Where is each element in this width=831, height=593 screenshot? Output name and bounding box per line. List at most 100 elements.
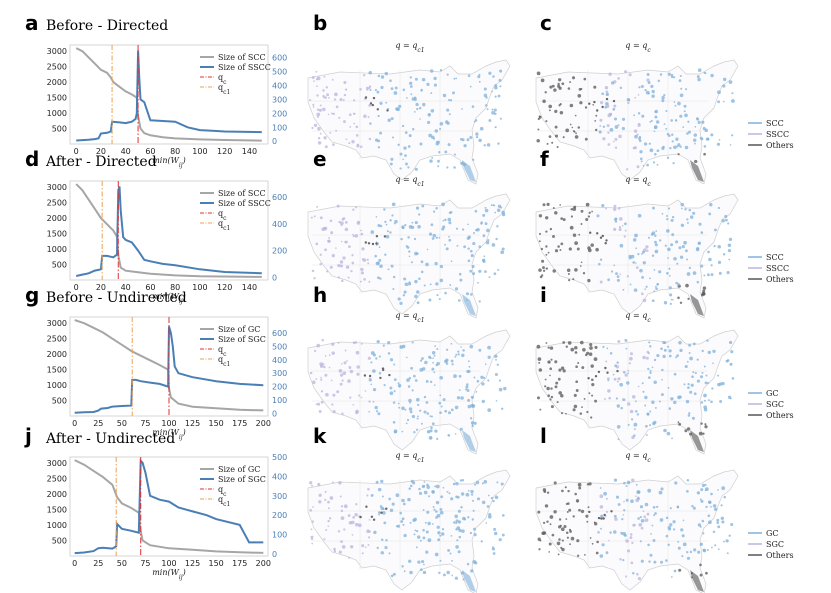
network-node xyxy=(657,79,661,83)
network-node xyxy=(382,511,386,515)
network-node xyxy=(656,283,659,286)
network-node xyxy=(666,431,671,436)
network-node xyxy=(365,86,370,90)
network-node xyxy=(646,412,650,416)
network-node xyxy=(450,408,454,412)
network-node xyxy=(689,356,693,361)
network-node xyxy=(640,157,643,161)
network-node xyxy=(471,264,475,269)
network-node xyxy=(641,114,645,118)
network-node xyxy=(706,137,710,141)
network-node xyxy=(458,535,462,539)
network-node xyxy=(436,140,440,144)
network-node xyxy=(573,393,577,397)
network-node xyxy=(672,520,676,524)
network-node xyxy=(553,510,557,514)
network-node xyxy=(641,276,644,279)
network-node xyxy=(346,360,348,362)
network-node xyxy=(651,254,655,257)
network-node xyxy=(470,489,474,494)
network-node xyxy=(393,91,398,95)
network-node xyxy=(730,522,734,527)
network-node xyxy=(720,504,723,507)
network-node xyxy=(380,551,385,555)
network-node xyxy=(548,109,551,112)
network-node xyxy=(554,134,559,138)
network-node xyxy=(652,206,655,210)
network-node xyxy=(707,399,711,402)
network-node xyxy=(315,403,318,406)
legend-label: Size of GC xyxy=(218,325,260,334)
network-node xyxy=(316,205,319,208)
network-node xyxy=(446,490,449,493)
network-node xyxy=(484,222,488,226)
network-node xyxy=(546,386,550,391)
network-node xyxy=(339,495,342,498)
network-node xyxy=(616,369,619,373)
x-axis-label: min(Wij) xyxy=(152,156,186,169)
network-node xyxy=(684,208,687,211)
network-node xyxy=(701,519,705,523)
network-node xyxy=(680,223,685,228)
network-node xyxy=(566,268,571,273)
network-node xyxy=(439,278,444,283)
network-node xyxy=(675,119,677,121)
network-node xyxy=(389,391,394,396)
network-node xyxy=(625,484,628,488)
network-node xyxy=(338,369,343,373)
network-node xyxy=(448,492,451,495)
network-node xyxy=(406,245,410,249)
network-node xyxy=(686,427,691,431)
network-node xyxy=(433,371,436,374)
legend-label: Size of SCC xyxy=(218,189,266,198)
network-node xyxy=(384,71,389,76)
network-node xyxy=(351,261,355,265)
us-map xyxy=(307,59,511,185)
network-node xyxy=(438,236,441,239)
network-node xyxy=(703,145,707,148)
network-node xyxy=(499,117,502,120)
network-node xyxy=(558,368,562,372)
network-node xyxy=(442,225,446,229)
legend-label: GC xyxy=(766,529,779,538)
network-node xyxy=(654,234,657,238)
x-tick-label: 75 xyxy=(140,419,150,428)
legend-label: Others xyxy=(766,551,794,560)
network-node xyxy=(313,123,318,127)
network-node xyxy=(453,166,456,169)
network-node xyxy=(651,400,655,405)
network-node xyxy=(567,87,571,90)
network-node xyxy=(437,159,440,163)
x-tick-label: 40 xyxy=(121,147,131,156)
network-node xyxy=(605,360,608,363)
network-node xyxy=(454,287,459,291)
network-node xyxy=(431,523,434,525)
network-node xyxy=(465,292,470,296)
network-node xyxy=(680,202,684,207)
network-node xyxy=(399,152,403,156)
network-node xyxy=(469,417,473,420)
network-node xyxy=(601,105,604,109)
network-node xyxy=(617,124,620,127)
network-node xyxy=(465,385,469,389)
network-node xyxy=(439,375,444,380)
network-node xyxy=(637,252,640,256)
network-node xyxy=(696,246,700,250)
network-node xyxy=(361,247,365,251)
network-node xyxy=(393,390,396,393)
network-node xyxy=(349,126,352,128)
network-node xyxy=(691,504,694,508)
network-node xyxy=(408,398,412,403)
network-node xyxy=(637,490,641,494)
network-node xyxy=(717,90,721,95)
network-node xyxy=(602,346,605,349)
network-node xyxy=(661,368,664,372)
network-node xyxy=(618,228,622,232)
network-node xyxy=(638,86,641,89)
network-node xyxy=(584,137,588,141)
network-node xyxy=(470,403,475,408)
network-node xyxy=(385,223,388,226)
network-node xyxy=(350,269,353,273)
network-node xyxy=(383,208,386,211)
network-node xyxy=(397,297,401,301)
